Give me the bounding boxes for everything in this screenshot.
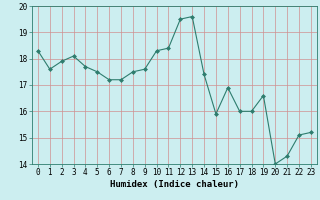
X-axis label: Humidex (Indice chaleur): Humidex (Indice chaleur) — [110, 180, 239, 189]
